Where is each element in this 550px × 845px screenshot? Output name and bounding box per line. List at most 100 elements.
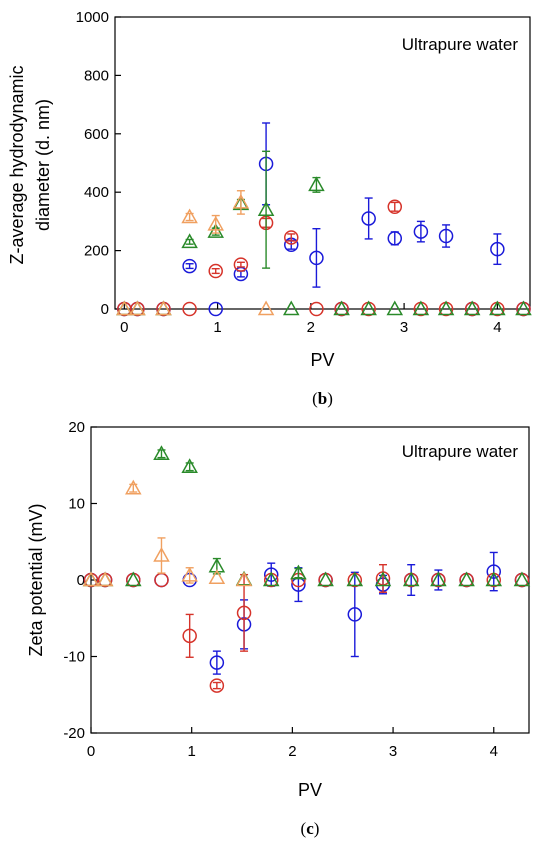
data-point-green bbox=[333, 300, 350, 316]
panel-label-paren: ( bbox=[301, 819, 307, 838]
y-tick-label: 1000 bbox=[76, 9, 109, 26]
data-point-orange bbox=[232, 193, 250, 209]
x-tick-label: 2 bbox=[288, 743, 296, 760]
x-tick-label: 1 bbox=[213, 319, 221, 336]
x-tick-label: 3 bbox=[400, 319, 408, 336]
data-point-blue bbox=[387, 231, 403, 246]
data-point-blue bbox=[182, 258, 197, 274]
data-point-green bbox=[489, 300, 506, 316]
chart-annotation: Ultrapure water bbox=[402, 35, 519, 54]
y-tick-label: 400 bbox=[84, 184, 109, 201]
data-point-red bbox=[154, 572, 169, 588]
data-point-red bbox=[387, 199, 403, 215]
data-point-blue bbox=[347, 607, 363, 622]
data-point-blue bbox=[486, 564, 502, 579]
y-axis-title: Zeta potential (mV) bbox=[26, 503, 46, 656]
data-point-green bbox=[282, 300, 300, 316]
plot-frame bbox=[114, 16, 531, 310]
data-point-orange bbox=[96, 571, 114, 587]
panel-label: (b) bbox=[312, 389, 333, 408]
y-tick-label: 800 bbox=[84, 67, 109, 84]
y-tick-label: 0 bbox=[77, 572, 85, 589]
data-point-red bbox=[233, 257, 249, 272]
data-point-green bbox=[262, 571, 280, 587]
data-point-green bbox=[290, 564, 307, 580]
data-point-orange bbox=[153, 546, 170, 562]
y-axis-title-line: diameter (d. nm) bbox=[33, 99, 53, 231]
y-tick-label: -20 bbox=[63, 725, 85, 742]
panel-label: (c) bbox=[301, 819, 320, 838]
data-point-green bbox=[360, 300, 377, 316]
data-point-green bbox=[515, 300, 532, 316]
chart-annotation: Ultrapure water bbox=[402, 442, 519, 461]
data-point-orange bbox=[207, 215, 224, 231]
panel-label-letter: b bbox=[318, 389, 327, 408]
data-point-green bbox=[430, 571, 447, 587]
data-point-orange bbox=[208, 569, 226, 584]
y-tick-label: 10 bbox=[68, 496, 85, 513]
panel-label-letter: c bbox=[306, 819, 314, 838]
y-tick-label: 600 bbox=[84, 126, 109, 143]
data-point-blue bbox=[208, 301, 223, 317]
x-tick-label: 3 bbox=[389, 743, 397, 760]
data-point-orange bbox=[125, 479, 142, 495]
data-point-red bbox=[208, 263, 223, 279]
data-point-red bbox=[209, 678, 225, 693]
data-point-green bbox=[125, 571, 142, 587]
data-point-green bbox=[412, 300, 430, 316]
data-point-green bbox=[181, 458, 198, 474]
data-point-orange bbox=[181, 208, 198, 224]
y-tick-label: 0 bbox=[101, 301, 109, 318]
x-tick-label: 4 bbox=[493, 319, 501, 336]
data-point-blue bbox=[309, 250, 324, 266]
data-point-green bbox=[485, 571, 503, 587]
data-point-blue bbox=[263, 567, 279, 582]
data-point-blue bbox=[438, 228, 454, 244]
y-tick-label: 20 bbox=[68, 419, 85, 436]
x-tick-label: 0 bbox=[120, 319, 128, 336]
x-axis-title: PV bbox=[298, 780, 322, 800]
data-point-green bbox=[207, 223, 224, 238]
data-point-green bbox=[463, 300, 481, 316]
data-point-orange bbox=[155, 300, 172, 316]
chart-panel-b: 0 200 400 600 800 1000 0 1 2 3 4 Ultrapure water Z-a… bbox=[7, 9, 532, 408]
panel-label-paren: ) bbox=[327, 389, 333, 408]
x-tick-label: 0 bbox=[87, 743, 95, 760]
data-point-red bbox=[309, 301, 324, 317]
x-tick-label: 4 bbox=[490, 743, 498, 760]
data-point-green bbox=[181, 233, 198, 249]
data-point-green bbox=[317, 571, 334, 587]
y-axis-title: Z-average hydrodynamic diameter (d. nm) bbox=[7, 65, 53, 264]
data-point-orange bbox=[257, 300, 275, 316]
data-point-green bbox=[153, 445, 170, 461]
data-point-red bbox=[182, 301, 197, 317]
y-tick-label: -10 bbox=[63, 649, 85, 666]
panel-label-paren: ) bbox=[314, 819, 320, 838]
data-point-green bbox=[346, 571, 364, 587]
data-point-orange bbox=[129, 300, 146, 316]
x-tick-label: 2 bbox=[307, 319, 315, 336]
panel-label-paren: ( bbox=[312, 389, 318, 408]
data-point-blue bbox=[361, 211, 376, 226]
x-tick-label: 1 bbox=[188, 743, 196, 760]
data-point-green bbox=[374, 571, 392, 587]
data-point-green bbox=[257, 201, 275, 216]
data-point-green bbox=[437, 300, 455, 316]
data-point-blue bbox=[490, 241, 505, 257]
data-point-green bbox=[513, 571, 531, 587]
data-point-red bbox=[236, 605, 252, 621]
y-tick-label: 200 bbox=[84, 243, 109, 260]
data-point-green bbox=[402, 571, 420, 587]
data-point-blue bbox=[413, 224, 429, 239]
data-point-red bbox=[284, 230, 299, 245]
data-point-orange bbox=[235, 571, 253, 587]
y-axis-title-line: Z-average hydrodynamic bbox=[7, 65, 27, 264]
data-point-green bbox=[308, 176, 325, 192]
data-point-blue bbox=[209, 655, 225, 670]
x-axis-title: PV bbox=[310, 350, 334, 370]
data-point-orange bbox=[116, 300, 133, 316]
data-point-red bbox=[182, 628, 197, 644]
data-point-green bbox=[458, 571, 475, 587]
chart-panel-c: -20 -10 0 10 20 0 1 2 3 4 Ultrapure water Zeta pote… bbox=[26, 419, 531, 838]
